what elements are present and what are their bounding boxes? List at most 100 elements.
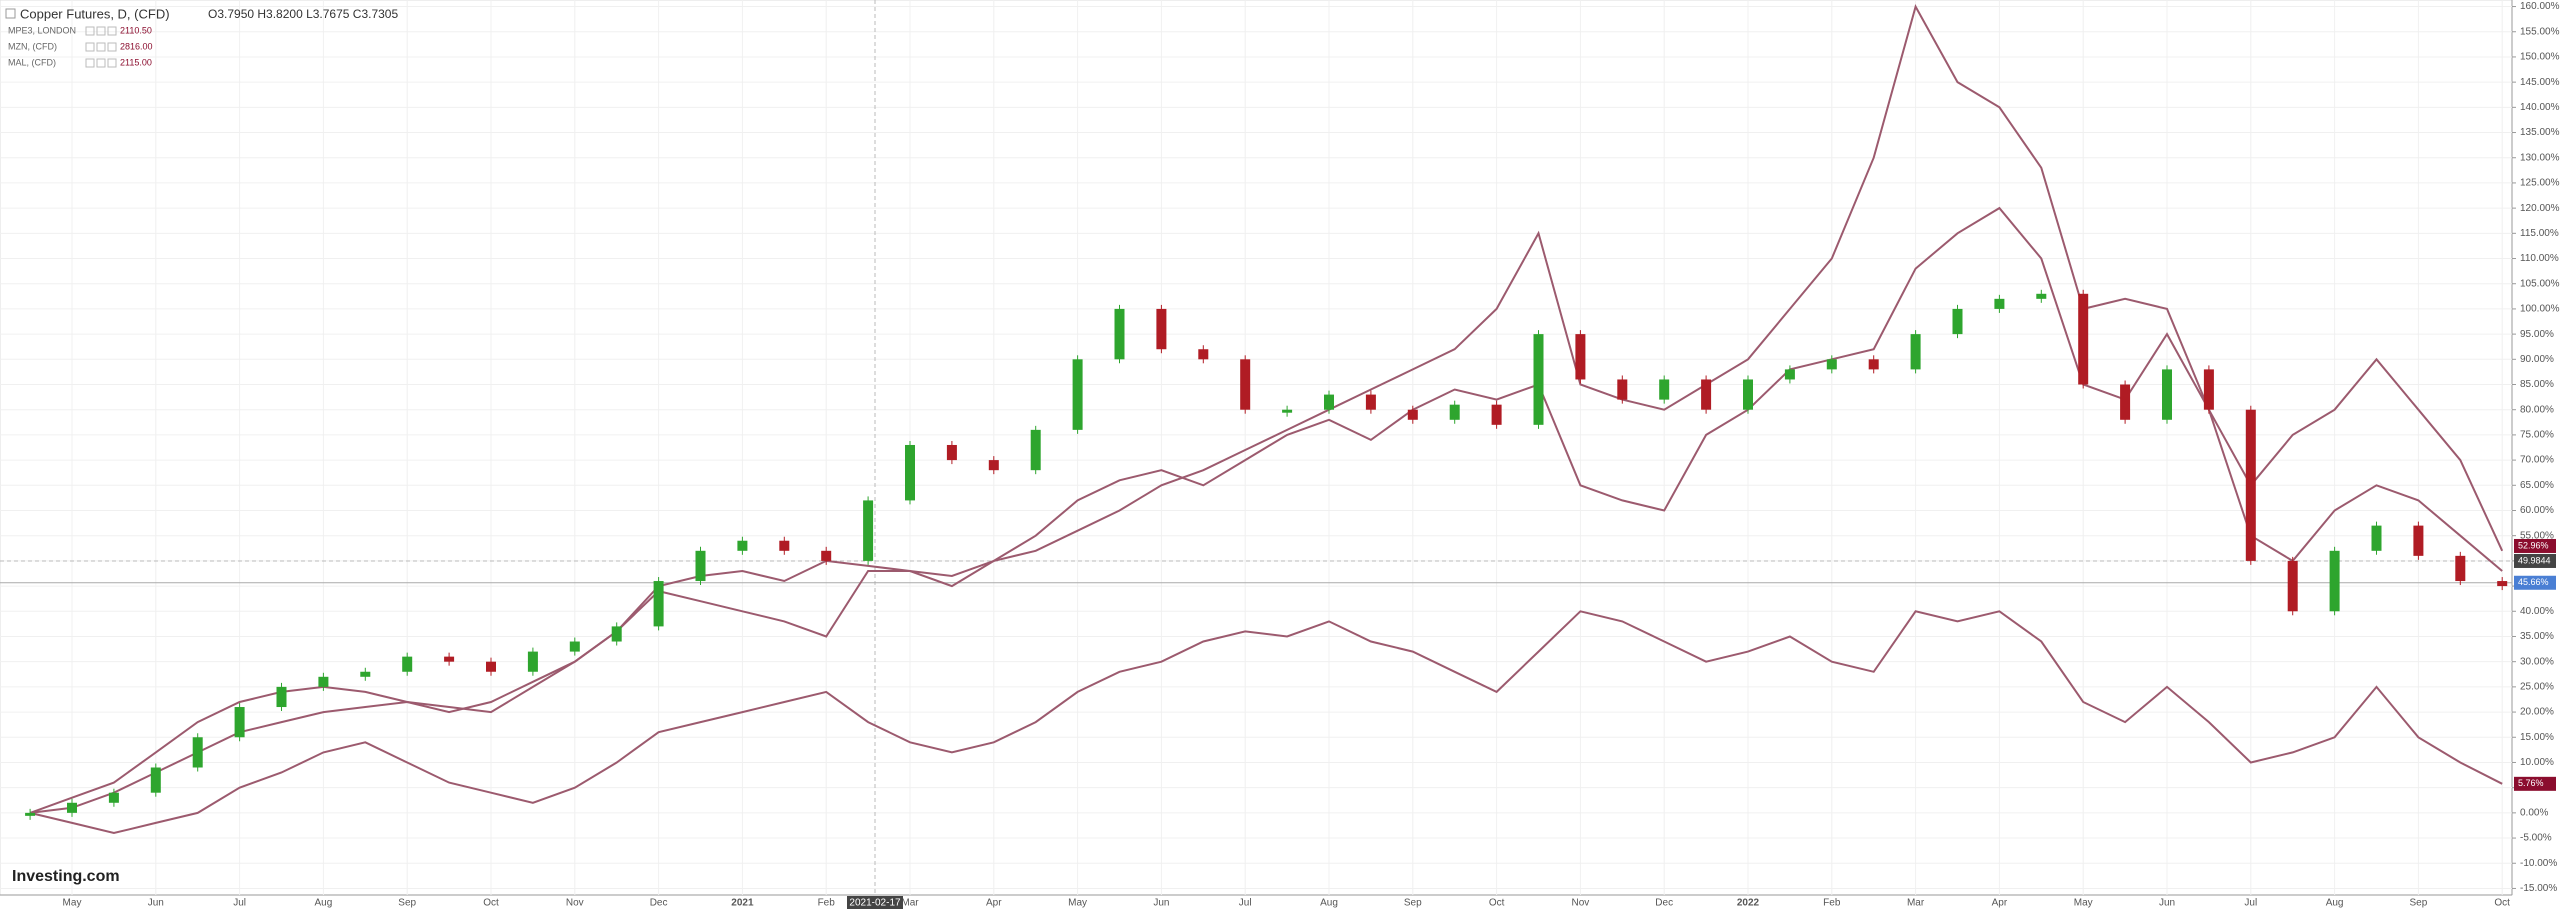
y-tick-label: 90.00% — [2520, 354, 2554, 365]
candle — [611, 626, 622, 642]
candle — [1240, 359, 1251, 410]
candle — [1994, 298, 2005, 309]
x-tick-label: Aug — [315, 898, 333, 909]
legend-icon — [107, 42, 117, 52]
y-tick-label: 60.00% — [2520, 505, 2554, 516]
candle — [2371, 525, 2382, 551]
candle — [737, 540, 748, 551]
candle — [988, 460, 999, 471]
candle — [695, 550, 706, 582]
candle — [2245, 409, 2256, 561]
x-tick-label: 2021 — [731, 898, 754, 909]
price-badge — [2514, 776, 2556, 791]
x-tick-label: Sep — [2410, 898, 2428, 909]
candle — [276, 686, 287, 708]
legend-icon — [96, 26, 106, 36]
candle — [1868, 359, 1879, 370]
candle — [2413, 525, 2424, 556]
candle — [318, 676, 329, 687]
legend-icon — [85, 58, 95, 68]
price-badge-label: 5.76% — [2518, 778, 2544, 788]
legend-icon — [85, 26, 95, 36]
candle — [946, 444, 957, 461]
y-tick-label: 30.00% — [2520, 656, 2554, 667]
candle — [1198, 349, 1209, 360]
y-tick-label: -10.00% — [2520, 858, 2557, 869]
candle — [653, 581, 664, 627]
y-tick-label: 95.00% — [2520, 329, 2554, 340]
y-tick-label: 155.00% — [2520, 26, 2560, 37]
legend-name: MZN, (CFD) — [8, 41, 57, 51]
candle — [821, 550, 832, 561]
candle — [863, 500, 874, 561]
y-tick-label: 150.00% — [2520, 52, 2560, 63]
crosshair-date-bg — [847, 896, 903, 909]
x-tick-label: Aug — [1320, 898, 1338, 909]
candle — [527, 651, 538, 672]
candle — [569, 641, 580, 652]
x-tick-label: May — [1068, 898, 1087, 909]
marks — [25, 3, 2508, 835]
x-tick-label: Aug — [2326, 898, 2344, 909]
series-line — [29, 3, 2504, 814]
legend-icon — [85, 42, 95, 52]
candle — [1659, 379, 1670, 400]
candle — [2078, 293, 2089, 385]
x-tick-label: Feb — [1823, 898, 1841, 909]
x-tick-label: Jun — [1153, 898, 1169, 909]
legend-value: 2115.00 — [120, 57, 152, 67]
candle — [192, 737, 203, 768]
y-tick-label: 65.00% — [2520, 480, 2554, 491]
candle — [444, 656, 455, 662]
candle — [1952, 308, 1963, 335]
candle — [234, 707, 245, 738]
crosshair-date: 2021-02-17 — [849, 898, 901, 909]
x-tick-label: Oct — [483, 898, 499, 909]
y-tick-label: 105.00% — [2520, 278, 2560, 289]
ohlc: O3.7950 H3.8200 L3.7675 C3.7305 — [208, 7, 398, 21]
y-tick-label: 85.00% — [2520, 379, 2554, 390]
x-tick-label: Dec — [650, 898, 668, 909]
legend-icon — [96, 58, 106, 68]
y-tick-label: 80.00% — [2520, 404, 2554, 415]
legend-value: 2110.50 — [120, 25, 152, 35]
candle — [779, 540, 790, 551]
y-tick-label: -15.00% — [2520, 883, 2557, 894]
candle — [1114, 308, 1125, 360]
candle — [1617, 379, 1628, 400]
y-tick-label: 25.00% — [2520, 682, 2554, 693]
y-tick-label: 100.00% — [2520, 304, 2560, 315]
candle — [1533, 334, 1544, 425]
candle — [1030, 429, 1041, 471]
y-tick-label: 120.00% — [2520, 203, 2560, 214]
y-tick-label: 125.00% — [2520, 178, 2560, 189]
candle — [2455, 555, 2466, 582]
candle — [1449, 404, 1460, 420]
y-tick-label: -5.00% — [2520, 833, 2552, 844]
y-tick-label: 35.00% — [2520, 631, 2554, 642]
chart-title: Copper Futures, D, (CFD) — [20, 6, 170, 21]
x-tick-label: Dec — [1655, 898, 1673, 909]
series-line — [29, 610, 2503, 835]
candle — [486, 661, 496, 672]
price-badge-label: 49.9844 — [2518, 555, 2551, 565]
labels: -15.00%-10.00%-5.00%0.00%5.00%10.00%15.0… — [8, 1, 2560, 909]
legend-value: 2816.00 — [120, 41, 153, 51]
candle — [2162, 369, 2172, 420]
logo: Investing.com — [12, 868, 120, 885]
y-tick-label: 55.00% — [2520, 530, 2554, 541]
collapse-icon[interactable] — [5, 8, 16, 19]
candle — [150, 767, 161, 793]
candle — [2287, 560, 2298, 612]
candle — [1282, 409, 1293, 413]
price-badge — [2514, 575, 2556, 590]
candle — [402, 656, 413, 672]
candle — [2203, 369, 2214, 410]
y-tick-label: 110.00% — [2520, 253, 2559, 264]
price-badge — [2514, 538, 2556, 553]
x-tick-label: 2022 — [1737, 898, 1760, 909]
grid — [0, 0, 2516, 895]
x-tick-label: Apr — [1992, 898, 2008, 909]
